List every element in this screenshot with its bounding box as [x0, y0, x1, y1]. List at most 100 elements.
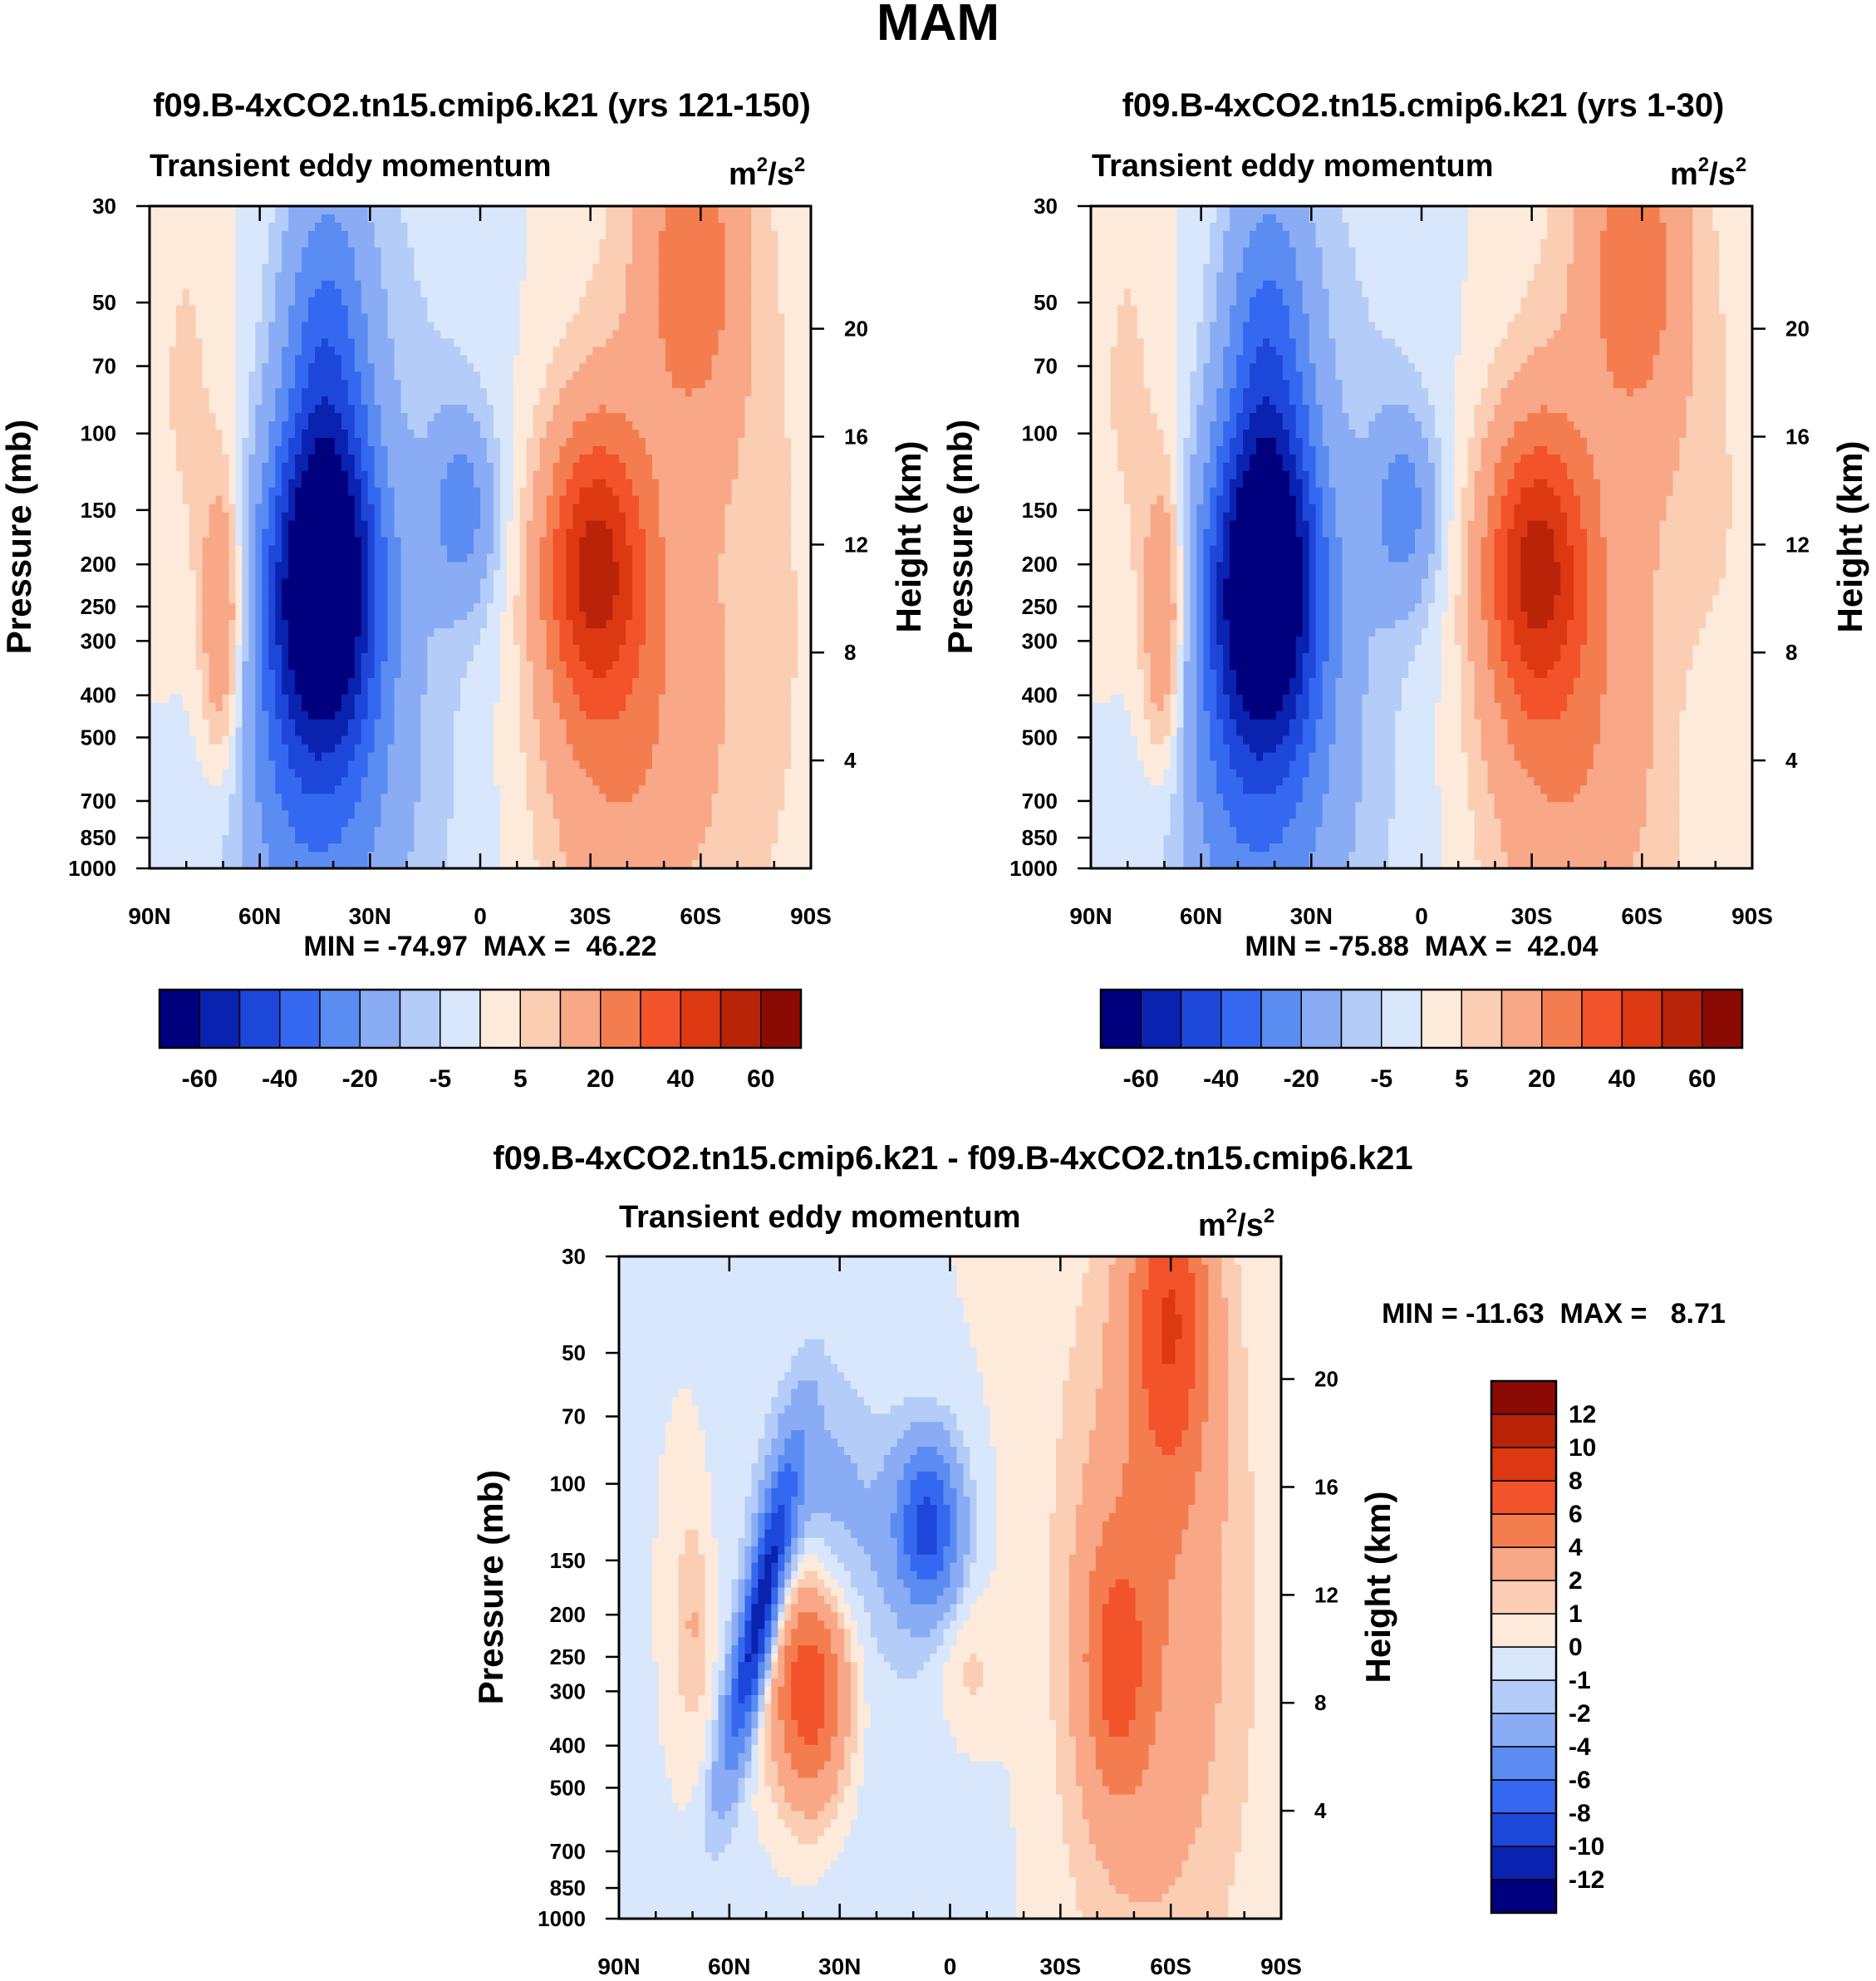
contour-cell: [1375, 322, 1462, 332]
contour-cell: [1686, 677, 1753, 687]
contour-cell: [1228, 1297, 1242, 1307]
contour-cell: [1474, 852, 1509, 861]
contour-cell: [1095, 1413, 1130, 1423]
contour-cell: [1461, 694, 1476, 704]
contour-cell: [361, 794, 382, 803]
contour-cell: [1188, 1264, 1209, 1274]
contour-cell: [235, 702, 243, 712]
contour-cell: [651, 470, 739, 480]
contour-cell: [275, 637, 289, 646]
contour-cell: [1441, 437, 1456, 447]
contour-cell: [896, 1438, 951, 1448]
contour-cell: [1500, 818, 1648, 828]
contour-cell: [354, 694, 369, 704]
contour-cell: [619, 495, 640, 505]
contour-cell: [295, 454, 309, 464]
contour-cell: [758, 1587, 772, 1597]
contour-cell: [1395, 735, 1436, 745]
contour-cell: [427, 652, 474, 662]
contour-cell: [1666, 305, 1693, 315]
contour-cell: [394, 677, 428, 687]
contour-cell: [1554, 603, 1574, 612]
contour-cell: [1181, 1430, 1202, 1439]
contour-cell: [791, 1430, 805, 1439]
contour-cell: [1593, 744, 1654, 754]
contour-cell: [1494, 694, 1521, 704]
contour-cell: [996, 1463, 1057, 1472]
contour-cell: [1183, 686, 1197, 696]
contour-cell: [599, 255, 633, 265]
contour-cell: [831, 1430, 905, 1439]
contour-cell: [1382, 537, 1416, 547]
contour-cell: [1269, 396, 1290, 406]
contour-cell: [1183, 479, 1191, 489]
contour-cell: [1712, 595, 1753, 604]
contour-cell: [1540, 247, 1574, 257]
contour-cell: [665, 669, 726, 679]
contour-cell: [1547, 620, 1568, 629]
contour-cell: [1210, 735, 1224, 745]
contour-cell: [1282, 735, 1304, 745]
contour-cell: [705, 1447, 759, 1456]
contour-cell: [1315, 612, 1330, 621]
contour-cell: [1128, 1330, 1143, 1340]
contour-cell: [646, 445, 739, 455]
contour-cell: [1368, 637, 1422, 646]
contour-cell: [1580, 652, 1608, 662]
contour-cell: [454, 338, 521, 347]
contour-cell: [268, 612, 276, 621]
contour-cell: [552, 587, 567, 596]
contour-cell: [1474, 677, 1495, 687]
contour-cell: [1646, 777, 1681, 786]
contour-cell: [579, 495, 620, 505]
contour-cell: [1646, 769, 1681, 779]
contour-cell: [242, 694, 256, 704]
contour-cell: [295, 280, 322, 290]
contour-cell: [1228, 1455, 1249, 1464]
contour-cell: [1514, 628, 1568, 637]
contour-cell: [658, 1455, 706, 1464]
contour-cell: [1434, 719, 1462, 729]
contour-cell: [791, 562, 812, 571]
contour-cell: [606, 445, 646, 455]
contour-cell: [1461, 669, 1476, 679]
contour-cell: [1606, 562, 1661, 571]
contour-cell: [1221, 1272, 1242, 1282]
contour-cell: [1117, 330, 1138, 339]
contour-cell: [758, 1529, 765, 1539]
contour-cell: [1441, 810, 1476, 819]
contour-cell: [771, 1438, 785, 1448]
contour-cell: [1461, 735, 1482, 745]
contour-cell: [724, 322, 752, 332]
contour-cell: [778, 1554, 785, 1564]
contour-cell: [1095, 1397, 1130, 1406]
contour-cell: [1221, 1620, 1255, 1630]
contour-cell: [150, 222, 237, 232]
contour-cell: [189, 528, 210, 538]
contour-cell: [778, 1571, 785, 1580]
contour-cell: [738, 1579, 746, 1589]
contour-cell: [486, 570, 494, 579]
contour-cell: [1108, 1512, 1190, 1522]
contour-cell: [1395, 454, 1409, 464]
contour-cell: [275, 612, 282, 621]
contour-cell: [1216, 206, 1230, 215]
contour-cell: [1362, 727, 1396, 737]
contour-cell: [1216, 702, 1230, 712]
contour-cell: [248, 620, 256, 629]
contour-cell: [798, 637, 812, 646]
y-tick-label: 50: [1034, 290, 1058, 315]
contour-cell: [1315, 512, 1324, 522]
contour-cell: [1587, 769, 1648, 779]
contour-cell: [526, 802, 554, 811]
contour-cell: [586, 620, 607, 629]
contour-cell: [1560, 652, 1581, 662]
contour-cell: [996, 1562, 1050, 1572]
contour-cell: [533, 479, 554, 489]
contour-cell: [519, 495, 534, 505]
contour-cell: [1082, 1281, 1110, 1290]
contour-cell: [1183, 702, 1197, 712]
colorbar-box: [719, 989, 762, 1049]
contour-cell: [1282, 454, 1297, 464]
contour-cell: [1422, 429, 1436, 439]
